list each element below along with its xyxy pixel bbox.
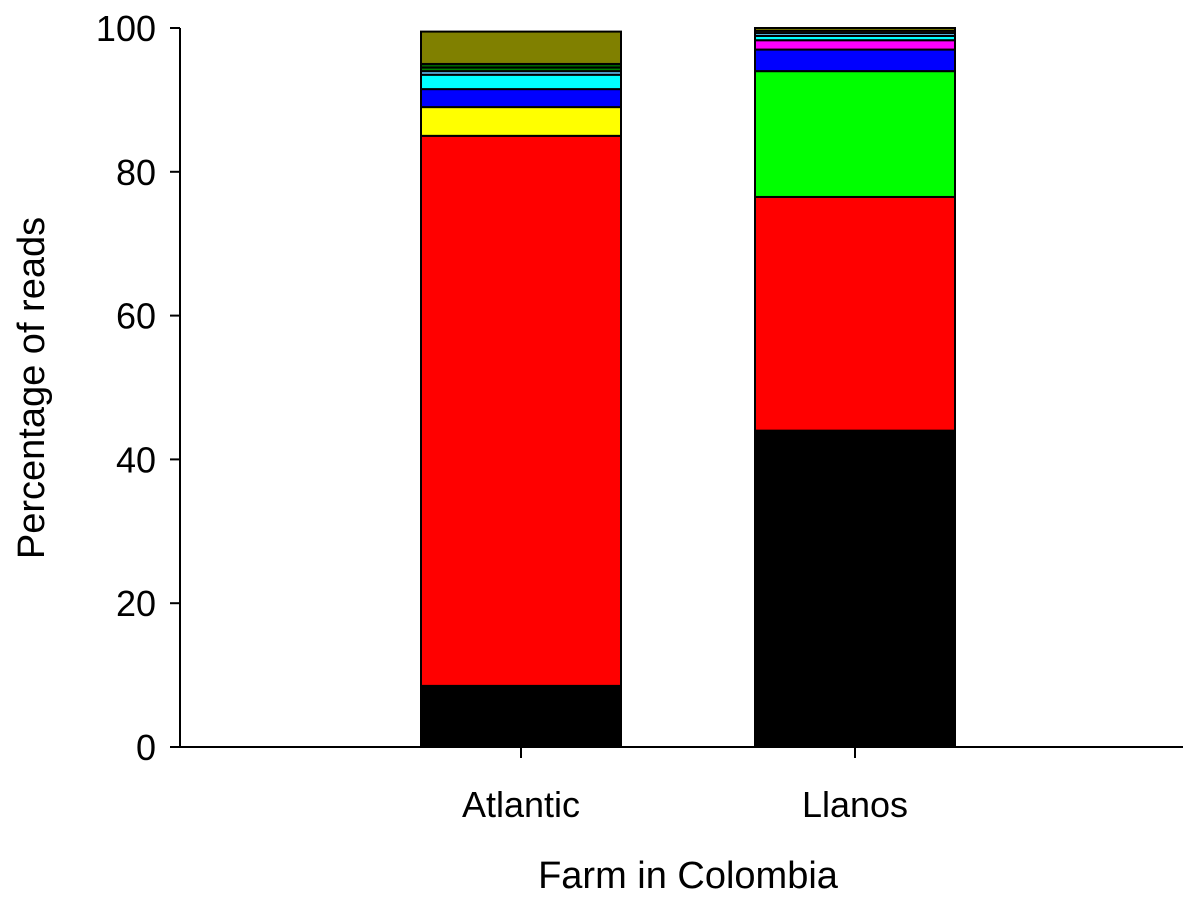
bar-segment-atlantic-11 (420, 30, 622, 65)
bar-segment-atlantic-4 (420, 88, 622, 109)
y-tick-label-20: 20 (116, 583, 156, 624)
bar-segment-atlantic-0 (420, 684, 622, 749)
y-tick-label-0: 0 (136, 727, 156, 768)
y-ticks-group: 0 20 40 60 80 100 (96, 8, 180, 768)
bar-segment-atlantic-6 (420, 73, 622, 91)
bar-segment-atlantic-3 (420, 106, 622, 137)
bars-group (420, 27, 956, 749)
x-ticks-group: Atlantic Llanos (462, 747, 908, 825)
bar-segment-llanos-4 (754, 48, 956, 73)
y-tick-label-40: 40 (116, 439, 156, 480)
bar-segment-llanos-0 (754, 429, 956, 748)
bar-segment-llanos-1 (754, 195, 956, 432)
y-tick-label-100: 100 (96, 8, 156, 49)
y-tick-label-80: 80 (116, 152, 156, 193)
bar-segment-llanos-11 (754, 27, 956, 32)
y-tick-label-60: 60 (116, 296, 156, 337)
x-tick-label-llanos: Llanos (802, 784, 908, 825)
bar-segment-llanos-5 (754, 39, 956, 51)
bar-segment-atlantic-1 (420, 134, 622, 687)
bar-segment-llanos-2 (754, 70, 956, 198)
x-axis-title: Farm in Colombia (538, 855, 839, 897)
x-tick-label-atlantic: Atlantic (462, 784, 580, 825)
y-axis-title: Percentage of reads (11, 217, 53, 559)
